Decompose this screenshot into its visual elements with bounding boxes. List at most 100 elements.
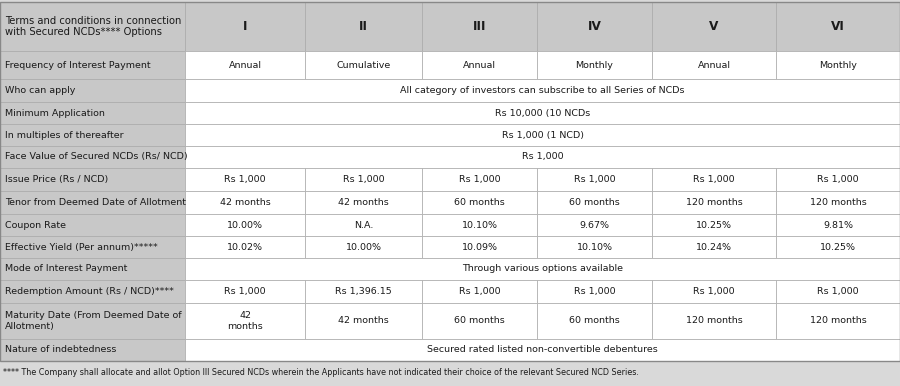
Bar — [0, 361, 900, 384]
Text: Secured rated listed non-convertible debentures: Secured rated listed non-convertible deb… — [428, 345, 658, 354]
Text: Tenor from Deemed Date of Allotment: Tenor from Deemed Date of Allotment — [5, 198, 186, 207]
Bar — [652, 280, 776, 303]
Text: Maturity Date (From Deemed Date of
Allotment): Maturity Date (From Deemed Date of Allot… — [5, 311, 182, 331]
Text: 9.67%: 9.67% — [580, 221, 609, 230]
Text: VI: VI — [831, 20, 845, 33]
Bar — [305, 214, 422, 236]
Bar — [776, 236, 900, 258]
Text: Rs 1,000: Rs 1,000 — [459, 175, 500, 184]
Text: V: V — [709, 20, 719, 33]
Text: 10.25%: 10.25% — [696, 221, 732, 230]
Text: Monthly: Monthly — [576, 61, 614, 69]
Bar — [537, 214, 652, 236]
Text: Annual: Annual — [463, 61, 496, 69]
Bar — [185, 168, 305, 191]
Bar — [185, 303, 305, 339]
Bar — [422, 280, 537, 303]
Bar — [185, 146, 900, 168]
Bar — [652, 214, 776, 236]
Text: 60 months: 60 months — [454, 317, 505, 325]
Bar — [776, 191, 900, 214]
Bar — [185, 102, 900, 124]
Bar — [776, 214, 900, 236]
Text: Rs 1,396.15: Rs 1,396.15 — [335, 287, 392, 296]
Bar — [0, 339, 185, 361]
Bar — [652, 191, 776, 214]
Bar — [537, 236, 652, 258]
Text: In multiples of thereafter: In multiples of thereafter — [5, 130, 123, 140]
Bar — [0, 102, 185, 124]
Bar — [537, 191, 652, 214]
Bar — [0, 79, 185, 102]
Bar — [185, 2, 305, 51]
Text: Minimum Application: Minimum Application — [5, 109, 105, 118]
Text: **** The Company shall allocate and allot Option III Secured NCDs wherein the Ap: **** The Company shall allocate and allo… — [3, 368, 639, 377]
Text: Terms and conditions in connection
with Secured NCDs**** Options: Terms and conditions in connection with … — [5, 16, 182, 37]
Bar — [305, 168, 422, 191]
Bar — [652, 168, 776, 191]
Text: Rs 1,000: Rs 1,000 — [817, 175, 859, 184]
Text: 120 months: 120 months — [810, 198, 867, 207]
Bar — [776, 51, 900, 79]
Bar — [305, 51, 422, 79]
Text: Cumulative: Cumulative — [337, 61, 391, 69]
Text: 10.10%: 10.10% — [577, 242, 613, 252]
Bar — [0, 191, 185, 214]
Bar — [776, 2, 900, 51]
Text: 60 months: 60 months — [569, 198, 620, 207]
Text: I: I — [243, 20, 248, 33]
Text: Monthly: Monthly — [819, 61, 857, 69]
Text: Rs 1,000: Rs 1,000 — [224, 175, 266, 184]
Bar — [422, 51, 537, 79]
Text: Rs 1,000: Rs 1,000 — [693, 175, 734, 184]
Bar — [0, 146, 185, 168]
Text: Face Value of Secured NCDs (Rs/ NCD): Face Value of Secured NCDs (Rs/ NCD) — [5, 152, 187, 161]
Text: Issue Price (Rs / NCD): Issue Price (Rs / NCD) — [5, 175, 108, 184]
Bar — [422, 214, 537, 236]
Text: 42
months: 42 months — [227, 311, 263, 331]
Bar — [185, 339, 900, 361]
Text: 42 months: 42 months — [220, 198, 270, 207]
Bar — [305, 280, 422, 303]
Bar — [0, 168, 185, 191]
Text: Frequency of Interest Payment: Frequency of Interest Payment — [5, 61, 150, 69]
Bar — [422, 303, 537, 339]
Bar — [537, 51, 652, 79]
Text: 120 months: 120 months — [810, 317, 867, 325]
Text: Coupon Rate: Coupon Rate — [5, 221, 66, 230]
Text: 60 months: 60 months — [454, 198, 505, 207]
Bar — [305, 236, 422, 258]
Text: Rs 1,000: Rs 1,000 — [224, 287, 266, 296]
Text: Effective Yield (Per annum)*****: Effective Yield (Per annum)***** — [5, 242, 158, 252]
Text: Annual: Annual — [698, 61, 731, 69]
Text: 10.02%: 10.02% — [227, 242, 263, 252]
Text: 9.81%: 9.81% — [823, 221, 853, 230]
Text: III: III — [472, 20, 486, 33]
Text: Mode of Interest Payment: Mode of Interest Payment — [5, 264, 128, 273]
Bar — [776, 280, 900, 303]
Bar — [185, 236, 305, 258]
Text: 10.00%: 10.00% — [346, 242, 382, 252]
Bar — [185, 79, 900, 102]
Bar — [652, 303, 776, 339]
Text: 10.00%: 10.00% — [227, 221, 263, 230]
Bar — [305, 191, 422, 214]
Bar — [0, 303, 185, 339]
Text: Rs 1,000: Rs 1,000 — [573, 287, 616, 296]
Bar — [652, 2, 776, 51]
Text: Rs 1,000: Rs 1,000 — [817, 287, 859, 296]
Bar — [305, 303, 422, 339]
Bar — [652, 236, 776, 258]
Text: 42 months: 42 months — [338, 317, 389, 325]
Text: Rs 1,000 (1 NCD): Rs 1,000 (1 NCD) — [501, 130, 583, 140]
Bar — [0, 236, 185, 258]
Bar — [0, 124, 185, 146]
Bar — [305, 2, 422, 51]
Text: Rs 1,000: Rs 1,000 — [459, 287, 500, 296]
Text: 42 months: 42 months — [338, 198, 389, 207]
Text: IV: IV — [588, 20, 601, 33]
Text: Redemption Amount (Rs / NCD)****: Redemption Amount (Rs / NCD)**** — [5, 287, 174, 296]
Bar — [185, 214, 305, 236]
Bar — [185, 191, 305, 214]
Text: 120 months: 120 months — [686, 317, 742, 325]
